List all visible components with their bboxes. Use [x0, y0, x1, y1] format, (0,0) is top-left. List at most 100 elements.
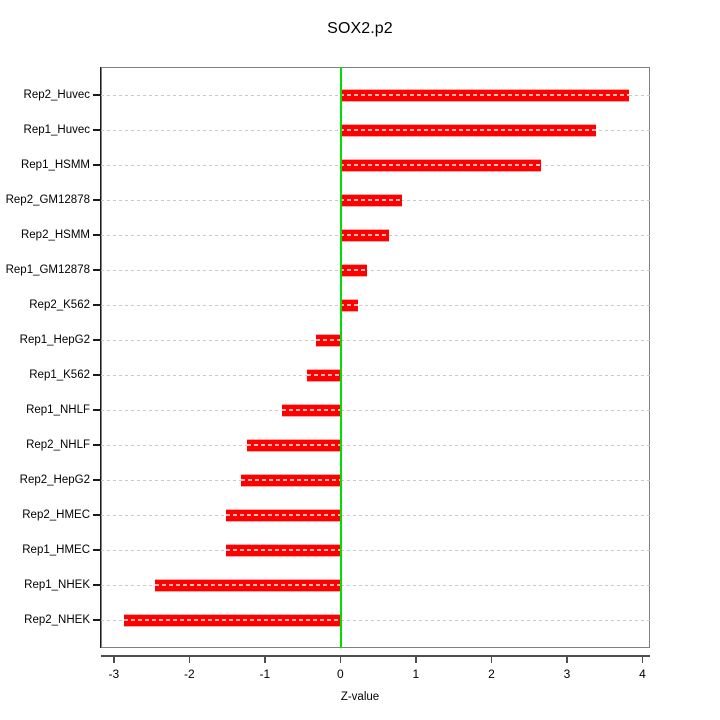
y-axis-tick-mark — [93, 444, 101, 446]
bar-edge — [154, 590, 341, 592]
bar-edge — [340, 240, 389, 242]
plot-area — [101, 67, 650, 648]
bar-edge — [225, 508, 341, 510]
y-axis-line — [100, 67, 102, 648]
y-axis-tick-mark — [93, 584, 101, 586]
bar-edge — [246, 438, 341, 440]
bar-edge — [340, 100, 629, 102]
bar — [340, 88, 629, 102]
bar-edge — [340, 298, 358, 300]
y-axis-tick-mark — [93, 304, 101, 306]
y-axis-tick-label: Rep2_HMEC — [22, 509, 90, 521]
x-axis-line — [101, 655, 650, 657]
y-axis-tick-mark — [93, 409, 101, 411]
gridline — [101, 480, 650, 481]
y-axis-tick-mark — [93, 514, 101, 516]
bar — [316, 333, 341, 347]
bar-hatch — [246, 443, 341, 446]
y-axis-tick-mark — [93, 129, 101, 131]
bar-edge — [340, 205, 402, 207]
bar — [340, 158, 542, 172]
bar-edge — [241, 485, 341, 487]
bar-edge — [340, 88, 629, 90]
bar-edge — [241, 473, 341, 475]
bar-hatch — [225, 513, 341, 516]
bar-edge — [124, 613, 341, 615]
bar-hatch — [340, 163, 542, 166]
x-axis-tick-label: -1 — [259, 667, 271, 681]
x-axis-tick-mark — [339, 655, 342, 663]
bar-edge — [225, 555, 341, 557]
bar — [340, 228, 389, 242]
y-axis-tick-label: Rep1_GM12878 — [5, 264, 90, 276]
y-axis-tick-mark — [93, 479, 101, 481]
x-axis-tick-mark — [566, 655, 568, 663]
bar — [225, 543, 341, 557]
x-axis-tick-mark — [113, 655, 115, 663]
y-axis-tick-mark — [93, 164, 101, 166]
x-axis-tick-mark — [490, 655, 493, 663]
y-axis-tick-mark — [93, 269, 101, 271]
bar — [340, 263, 367, 277]
y-axis-tick-mark — [93, 234, 101, 236]
x-axis-tick-mark — [415, 655, 417, 663]
bar — [282, 403, 341, 417]
y-axis-tick-label: Rep2_HepG2 — [19, 474, 90, 486]
bar-hatch — [307, 373, 341, 376]
bar-edge — [340, 123, 597, 125]
bar-edge — [340, 193, 402, 195]
bar-edge — [316, 333, 341, 335]
gridline — [101, 585, 650, 586]
y-axis-tick-label: Rep1_K562 — [29, 369, 90, 381]
x-axis-tick-label: 1 — [412, 667, 420, 681]
y-axis-tick-mark — [93, 619, 101, 621]
gridline — [101, 445, 650, 446]
bar — [241, 473, 341, 487]
y-axis-tick-mark — [93, 549, 101, 551]
y-axis-tick-label: Rep1_NHLF — [26, 404, 90, 416]
y-axis-tick-label: Rep1_NHEK — [24, 579, 90, 591]
bar-edge — [154, 578, 341, 580]
gridline — [101, 620, 650, 621]
x-axis-tick-label: 2 — [488, 667, 495, 681]
gridline — [101, 410, 650, 411]
bar — [225, 508, 341, 522]
x-axis-tick-mark — [641, 655, 644, 663]
bar-edge — [246, 450, 341, 452]
bar-hatch — [124, 618, 341, 621]
bar-hatch — [340, 268, 367, 271]
bar-edge — [340, 170, 542, 172]
y-axis-tick-label: Rep1_HSMM — [20, 159, 90, 171]
x-axis-tick-label: -3 — [108, 667, 120, 681]
bar-edge — [340, 275, 367, 277]
bar-edge — [282, 403, 341, 405]
bar-edge — [340, 228, 389, 230]
bar-edge — [307, 368, 341, 370]
bar-hatch — [316, 338, 341, 341]
gridline — [101, 515, 650, 516]
y-axis-tick-label: Rep1_Huvec — [23, 124, 90, 136]
y-axis-tick-label: Rep1_HMEC — [22, 544, 90, 556]
bar-hatch — [154, 583, 341, 586]
gridline — [101, 340, 650, 341]
bar-edge — [307, 380, 341, 382]
bar-hatch — [282, 408, 341, 411]
y-axis-tick-mark — [93, 374, 101, 376]
y-axis-tick-mark — [93, 339, 101, 341]
y-axis-tick-mark — [93, 94, 101, 96]
gridline — [101, 375, 650, 376]
bar — [340, 193, 402, 207]
y-axis-tick-label: Rep1_HepG2 — [19, 334, 90, 346]
bar-edge — [316, 345, 341, 347]
bar-edge — [225, 520, 341, 522]
gridline — [101, 550, 650, 551]
y-axis-tick-label: Rep2_NHEK — [24, 614, 90, 626]
x-axis-tick-mark — [188, 655, 191, 663]
bar-hatch — [340, 128, 597, 131]
bar-hatch — [340, 303, 358, 306]
x-axis-tick-mark — [264, 655, 266, 663]
bar-hatch — [241, 478, 341, 481]
y-axis-tick-label: Rep2_Huvec — [23, 89, 90, 101]
bar — [246, 438, 341, 452]
